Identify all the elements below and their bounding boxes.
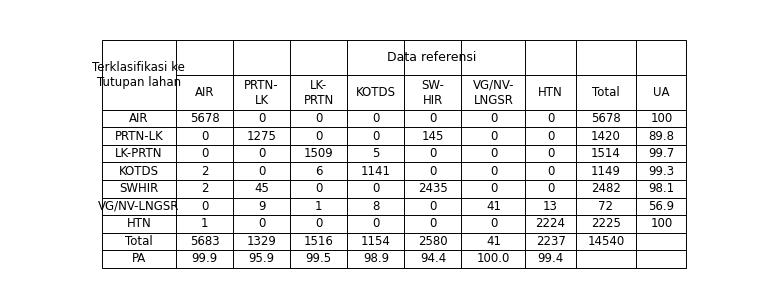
Text: AIR: AIR <box>129 112 149 125</box>
Text: 0: 0 <box>201 200 208 213</box>
Text: 5678: 5678 <box>190 112 219 125</box>
Text: HTN: HTN <box>126 217 151 230</box>
Text: 1149: 1149 <box>591 165 621 178</box>
Text: 0: 0 <box>258 147 265 160</box>
Text: 1420: 1420 <box>591 130 621 143</box>
Text: SW-
HIR: SW- HIR <box>421 79 444 106</box>
Text: 0: 0 <box>547 130 555 143</box>
Text: 0: 0 <box>547 112 555 125</box>
Text: 5683: 5683 <box>190 235 219 248</box>
Text: 0: 0 <box>429 112 437 125</box>
Text: 0: 0 <box>489 217 497 230</box>
Text: 1509: 1509 <box>304 147 334 160</box>
Text: 2435: 2435 <box>418 182 448 195</box>
Text: 0: 0 <box>489 130 497 143</box>
Text: 45: 45 <box>254 182 269 195</box>
Text: PRTN-
LK: PRTN- LK <box>244 79 279 106</box>
Text: 0: 0 <box>489 112 497 125</box>
Text: 2237: 2237 <box>535 235 565 248</box>
Text: Data referensi: Data referensi <box>387 51 476 64</box>
Text: 1329: 1329 <box>247 235 277 248</box>
Text: 72: 72 <box>598 200 614 213</box>
Text: 0: 0 <box>489 165 497 178</box>
Text: 100.0: 100.0 <box>476 252 510 265</box>
Text: 9: 9 <box>258 200 265 213</box>
Text: 0: 0 <box>429 147 437 160</box>
Text: 89.8: 89.8 <box>648 130 674 143</box>
Text: 0: 0 <box>372 130 379 143</box>
Text: 0: 0 <box>201 147 208 160</box>
Text: 0: 0 <box>315 112 322 125</box>
Text: PRTN-LK: PRTN-LK <box>114 130 163 143</box>
Text: 1141: 1141 <box>361 165 391 178</box>
Text: Total: Total <box>125 235 152 248</box>
Text: 6: 6 <box>315 165 322 178</box>
Text: 8: 8 <box>372 200 379 213</box>
Text: 0: 0 <box>372 182 379 195</box>
Text: SWHIR: SWHIR <box>119 182 159 195</box>
Text: 0: 0 <box>315 182 322 195</box>
Text: 0: 0 <box>372 217 379 230</box>
Text: UA: UA <box>653 86 669 99</box>
Text: 0: 0 <box>315 217 322 230</box>
Text: 1514: 1514 <box>591 147 621 160</box>
Text: 98.1: 98.1 <box>648 182 674 195</box>
Text: 56.9: 56.9 <box>648 200 674 213</box>
Text: 5: 5 <box>372 147 379 160</box>
Text: 0: 0 <box>315 130 322 143</box>
Text: 2: 2 <box>201 182 208 195</box>
Text: Terklasifikasi ke
Tutupan lahan: Terklasifikasi ke Tutupan lahan <box>93 61 185 89</box>
Text: 2580: 2580 <box>418 235 448 248</box>
Text: 41: 41 <box>486 200 501 213</box>
Text: 145: 145 <box>422 130 444 143</box>
Text: 0: 0 <box>258 112 265 125</box>
Text: 0: 0 <box>489 147 497 160</box>
Text: 99.4: 99.4 <box>538 252 564 265</box>
Text: 2: 2 <box>201 165 208 178</box>
Text: 1: 1 <box>315 200 322 213</box>
Text: 0: 0 <box>489 182 497 195</box>
Text: Total: Total <box>592 86 620 99</box>
Text: 0: 0 <box>547 182 555 195</box>
Text: 41: 41 <box>486 235 501 248</box>
Text: 99.7: 99.7 <box>648 147 674 160</box>
Text: 1154: 1154 <box>361 235 391 248</box>
Text: 94.4: 94.4 <box>420 252 446 265</box>
Text: KOTDS: KOTDS <box>356 86 396 99</box>
Text: KOTDS: KOTDS <box>119 165 159 178</box>
Text: HTN: HTN <box>538 86 563 99</box>
Text: 14540: 14540 <box>588 235 624 248</box>
Text: VG/NV-LNGSR: VG/NV-LNGSR <box>98 200 179 213</box>
Text: 2224: 2224 <box>535 217 565 230</box>
Text: 13: 13 <box>543 200 558 213</box>
Text: PA: PA <box>132 252 146 265</box>
Text: 0: 0 <box>429 200 437 213</box>
Text: 2225: 2225 <box>591 217 621 230</box>
Text: 99.5: 99.5 <box>306 252 332 265</box>
Text: 100: 100 <box>650 112 673 125</box>
Text: 0: 0 <box>201 130 208 143</box>
Text: 0: 0 <box>547 147 555 160</box>
Text: 2482: 2482 <box>591 182 621 195</box>
Text: LK-PRTN: LK-PRTN <box>115 147 162 160</box>
Text: 1516: 1516 <box>304 235 334 248</box>
Text: LK-
PRTN: LK- PRTN <box>303 79 334 106</box>
Text: 0: 0 <box>429 217 437 230</box>
Text: 0: 0 <box>372 112 379 125</box>
Text: AIR: AIR <box>195 86 214 99</box>
Text: 1: 1 <box>201 217 208 230</box>
Text: 1275: 1275 <box>247 130 277 143</box>
Text: 98.9: 98.9 <box>363 252 389 265</box>
Text: VG/NV-
LNGSR: VG/NV- LNGSR <box>473 79 514 106</box>
Text: 0: 0 <box>429 165 437 178</box>
Text: 0: 0 <box>258 217 265 230</box>
Text: 95.9: 95.9 <box>249 252 275 265</box>
Text: 0: 0 <box>547 165 555 178</box>
Text: 5678: 5678 <box>591 112 620 125</box>
Text: 0: 0 <box>258 165 265 178</box>
Text: 99.9: 99.9 <box>192 252 218 265</box>
Text: 99.3: 99.3 <box>648 165 674 178</box>
Text: 100: 100 <box>650 217 673 230</box>
